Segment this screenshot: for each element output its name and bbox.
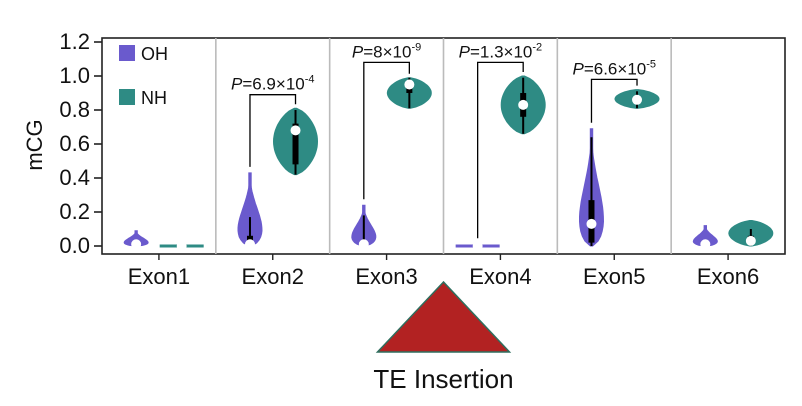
p-italic: P bbox=[572, 59, 584, 78]
y-tick-label: 0.4 bbox=[59, 165, 90, 190]
y-tick-label: 1.2 bbox=[59, 29, 90, 54]
te-insertion-label: TE Insertion bbox=[373, 364, 513, 394]
x-tick-label: Exon6 bbox=[697, 264, 759, 289]
significance-bracket bbox=[363, 61, 410, 200]
x-axis: Exon1 Exon2 Exon3 Exon4 Exon5 Exon6 bbox=[128, 254, 759, 289]
violin-median bbox=[358, 239, 369, 250]
p-base: =6.9×10 bbox=[242, 75, 304, 94]
p-exponent: -9 bbox=[411, 41, 421, 53]
significance-bracket bbox=[590, 78, 638, 123]
violin-group bbox=[123, 75, 774, 251]
violin-median bbox=[745, 235, 756, 246]
y-tick-label: 0.2 bbox=[59, 199, 90, 224]
violin-median bbox=[472, 241, 483, 251]
p-exponent: -5 bbox=[646, 58, 656, 70]
panel-group bbox=[101, 37, 786, 255]
x-tick-label: Exon2 bbox=[242, 264, 304, 289]
y-tick-label: 0.8 bbox=[59, 97, 90, 122]
violin-median bbox=[632, 94, 643, 105]
p-exponent: -2 bbox=[532, 41, 542, 53]
x-tick-label: Exon1 bbox=[128, 264, 190, 289]
p-italic: P bbox=[231, 75, 243, 94]
x-tick-label: Exon3 bbox=[355, 264, 417, 289]
p-value-label: P=8×10-9 bbox=[352, 41, 421, 61]
violin-median bbox=[176, 241, 187, 251]
legend-swatch bbox=[119, 45, 135, 61]
te-insertion-annotation: TE Insertion bbox=[373, 280, 514, 394]
violin-median bbox=[244, 239, 255, 250]
legend-label: OH bbox=[141, 44, 168, 64]
comparison-group: P=6.9×10-4P=8×10-9 P=1.3×10-2P=6.6×10-5 bbox=[231, 41, 656, 239]
y-axis-label: mCG bbox=[22, 119, 47, 170]
y-tick-label: 0.6 bbox=[59, 131, 90, 156]
legend-swatch bbox=[119, 89, 135, 105]
violin-median bbox=[131, 239, 142, 250]
violin-median bbox=[518, 99, 529, 110]
p-base: =1.3×10 bbox=[470, 42, 532, 61]
p-base: =6.6×10 bbox=[584, 59, 646, 78]
p-value-label: P=6.6×10-5 bbox=[572, 58, 656, 78]
violin-median bbox=[700, 239, 711, 250]
p-value-label: P=6.9×10-4 bbox=[231, 74, 315, 94]
legend-label: NH bbox=[141, 88, 167, 108]
violin-median bbox=[290, 125, 301, 136]
p-value-label: P=1.3×10-2 bbox=[459, 41, 543, 61]
violin-median bbox=[404, 79, 415, 90]
y-tick-label: 0.0 bbox=[59, 233, 90, 258]
x-tick-label: Exon4 bbox=[469, 264, 531, 289]
y-tick-label: 1.0 bbox=[59, 63, 90, 88]
violin-median bbox=[586, 218, 597, 229]
significance-bracket bbox=[477, 61, 524, 239]
te-insertion-triangle bbox=[375, 280, 512, 353]
p-italic: P bbox=[352, 42, 364, 61]
x-tick-label: Exon5 bbox=[583, 264, 645, 289]
legend: OH NH bbox=[119, 44, 168, 108]
p-italic: P bbox=[459, 42, 471, 61]
p-exponent: -4 bbox=[305, 74, 315, 86]
p-base: =8×10 bbox=[363, 42, 411, 61]
y-axis: 0.0 0.2 0.4 0.6 0.8 1.0 1.2 bbox=[59, 29, 102, 258]
significance-bracket bbox=[249, 94, 297, 167]
